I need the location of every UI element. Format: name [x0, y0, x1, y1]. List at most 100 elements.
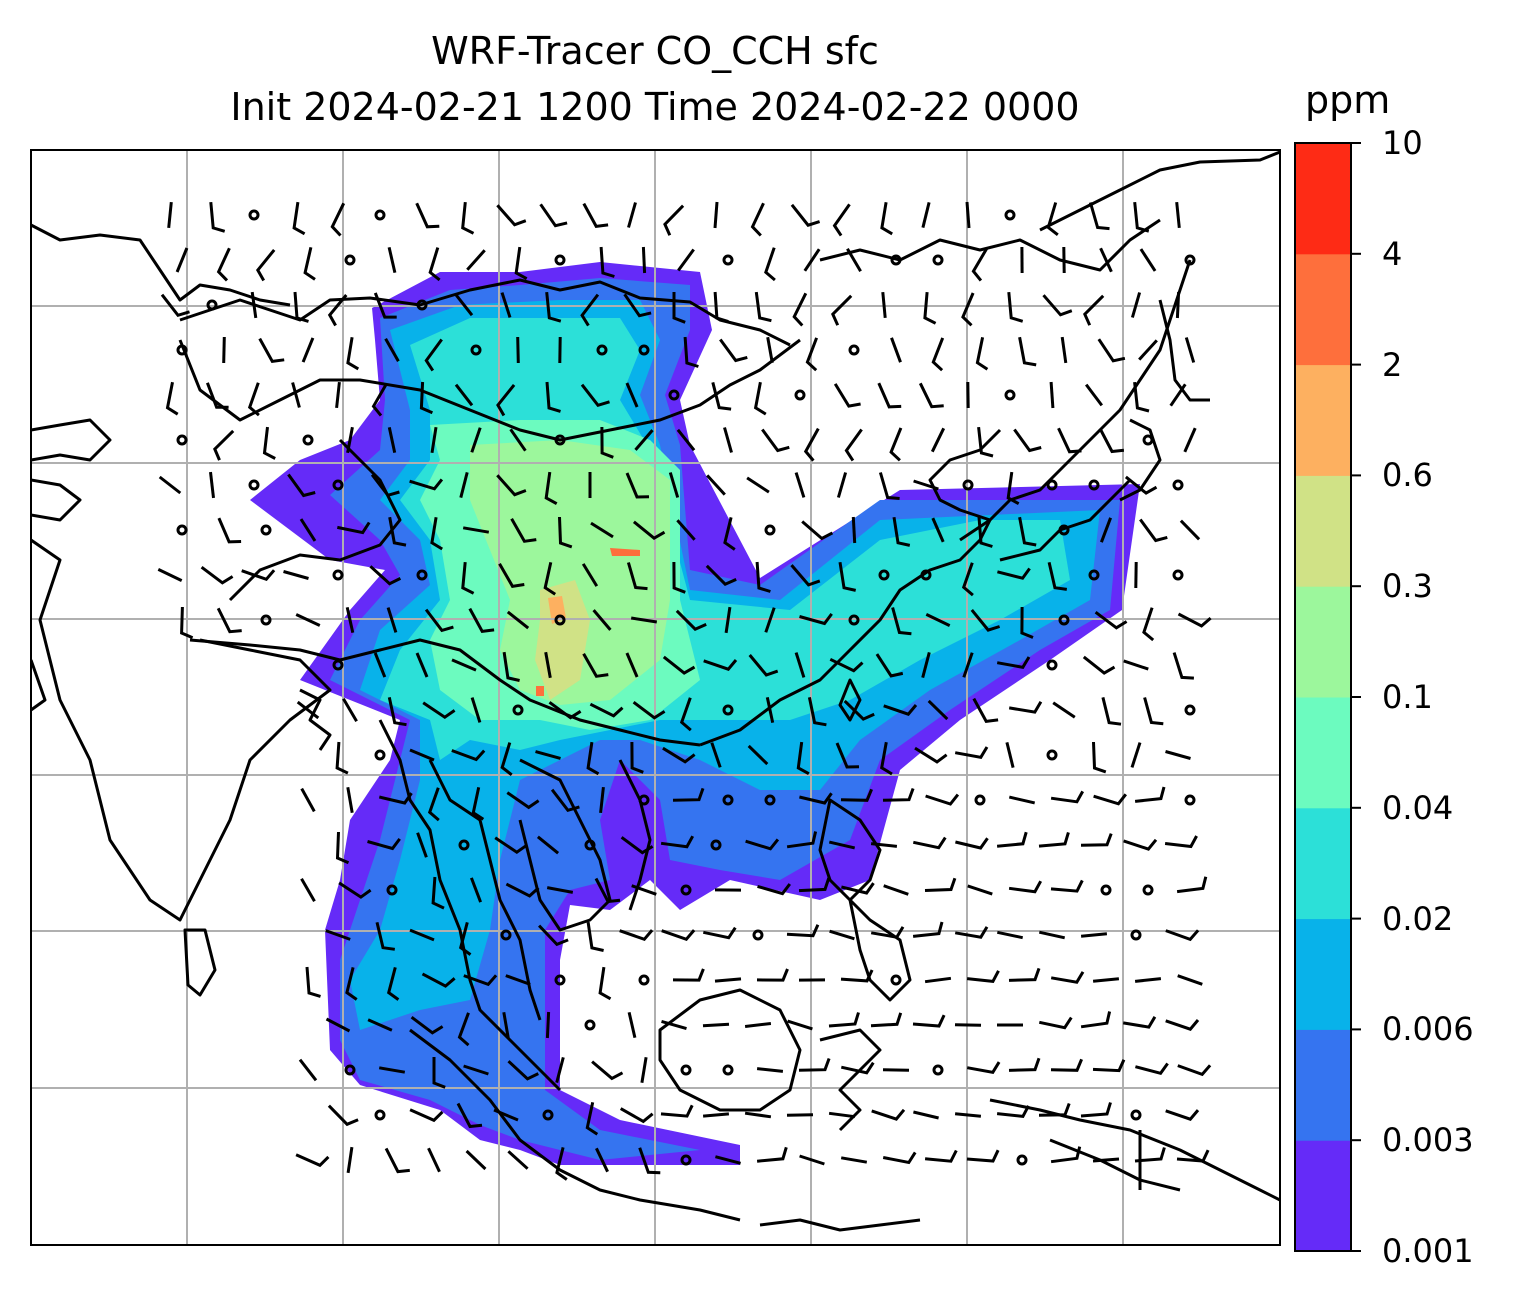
wind-barb — [641, 246, 647, 274]
wind-barb — [1124, 475, 1158, 495]
concentration-field — [250, 262, 1140, 1165]
wind-barb — [213, 429, 235, 461]
wind-barb — [766, 336, 774, 364]
wind-barb — [632, 701, 666, 720]
wind-barb — [634, 429, 654, 451]
wind-barb — [538, 924, 569, 947]
wind-barb — [388, 516, 407, 547]
wind-barb — [828, 840, 856, 850]
wind-barb — [1082, 655, 1116, 675]
wind-barb — [756, 1146, 788, 1163]
wind-barb — [840, 969, 874, 983]
wind-barb — [663, 204, 685, 236]
calm-marker — [332, 659, 344, 671]
wind-barb — [469, 877, 483, 903]
wind-barb — [1057, 427, 1082, 454]
calm-marker — [302, 434, 314, 446]
wind-barb — [600, 426, 614, 459]
wind-barb — [378, 1066, 406, 1074]
calm-marker — [1004, 389, 1016, 401]
wind-barb — [589, 702, 624, 718]
wind-barb — [748, 654, 779, 677]
wind-barb — [747, 744, 769, 766]
wind-barb — [757, 883, 791, 896]
wind-barb — [550, 788, 580, 813]
wind-barb — [590, 521, 614, 539]
wind-barb — [661, 1019, 687, 1031]
wind-barb — [828, 1012, 860, 1028]
wind-barb — [1143, 697, 1164, 726]
wind-barb — [496, 383, 516, 417]
wind-barb — [299, 518, 317, 542]
wind-barb — [595, 1147, 609, 1173]
wind-barb — [1008, 700, 1043, 714]
colorbar-tick-label: 2 — [1382, 345, 1403, 384]
wind-barb — [386, 967, 400, 1001]
wind-barb — [327, 294, 348, 327]
wind-barb — [755, 561, 771, 593]
calm-marker — [680, 1154, 692, 1166]
calm-marker — [1184, 254, 1196, 266]
calm-marker — [1004, 209, 1016, 221]
wind-barb — [1130, 742, 1142, 768]
wind-barb — [200, 566, 234, 585]
wind-barb — [471, 786, 485, 821]
wind-barb — [1184, 337, 1196, 363]
wind-barb — [668, 472, 680, 498]
wind-barb — [462, 526, 490, 534]
wind-barb — [805, 337, 819, 372]
wind-barb — [594, 877, 621, 904]
wind-barb — [710, 742, 722, 768]
wind-barb — [1008, 795, 1036, 805]
wind-barb — [883, 704, 918, 716]
wind-barb — [702, 926, 737, 940]
wind-barb — [454, 383, 474, 407]
wind-barb — [703, 659, 738, 671]
wind-barb — [840, 788, 873, 802]
wind-barb — [846, 248, 862, 272]
wind-barb — [1049, 381, 1055, 409]
map-plot-area — [31, 150, 1280, 1245]
calm-marker — [416, 569, 428, 581]
colorbar-tick-label: 0.04 — [1382, 788, 1454, 827]
wind-barb — [835, 742, 860, 769]
wind-barb — [470, 427, 482, 453]
map-title: WRF-Tracer CO_CCH sfc — [431, 29, 879, 73]
wind-barb — [882, 787, 915, 802]
wind-barb — [796, 741, 810, 776]
calm-marker — [260, 614, 272, 626]
wind-barb — [293, 291, 309, 323]
wind-barb — [373, 292, 397, 319]
wind-barb — [298, 1058, 318, 1082]
wind-barb — [1052, 701, 1076, 719]
calm-marker — [1184, 794, 1196, 806]
wind-barb — [300, 787, 316, 813]
calm-marker — [974, 794, 986, 806]
colorbar-segment — [1295, 807, 1351, 920]
calm-marker — [668, 389, 680, 401]
wind-barb — [1050, 879, 1084, 893]
wind-barb — [424, 338, 443, 372]
wind-barb — [217, 517, 242, 544]
wind-barb — [258, 337, 285, 364]
wind-barb — [591, 1060, 624, 1081]
wind-barb — [451, 658, 477, 672]
wind-barb — [1008, 1057, 1041, 1072]
wind-barb — [463, 1064, 489, 1076]
wind-barb — [378, 792, 413, 805]
wind-barb — [301, 337, 315, 363]
calm-marker — [1058, 614, 1070, 626]
wind-barb — [430, 516, 443, 551]
wind-barb — [1133, 381, 1150, 413]
wind-barb — [829, 657, 864, 673]
wind-barb — [966, 1061, 1001, 1074]
wind-barb — [496, 204, 527, 227]
wind-barb — [765, 696, 775, 724]
wind-barb — [1018, 516, 1037, 547]
calm-marker — [206, 299, 218, 311]
colorbar-tick-label: 0.001 — [1382, 1232, 1474, 1270]
calm-marker — [890, 974, 902, 986]
wind-barb — [463, 974, 498, 987]
wind-barb — [387, 696, 407, 727]
wind-barb — [345, 967, 358, 1001]
